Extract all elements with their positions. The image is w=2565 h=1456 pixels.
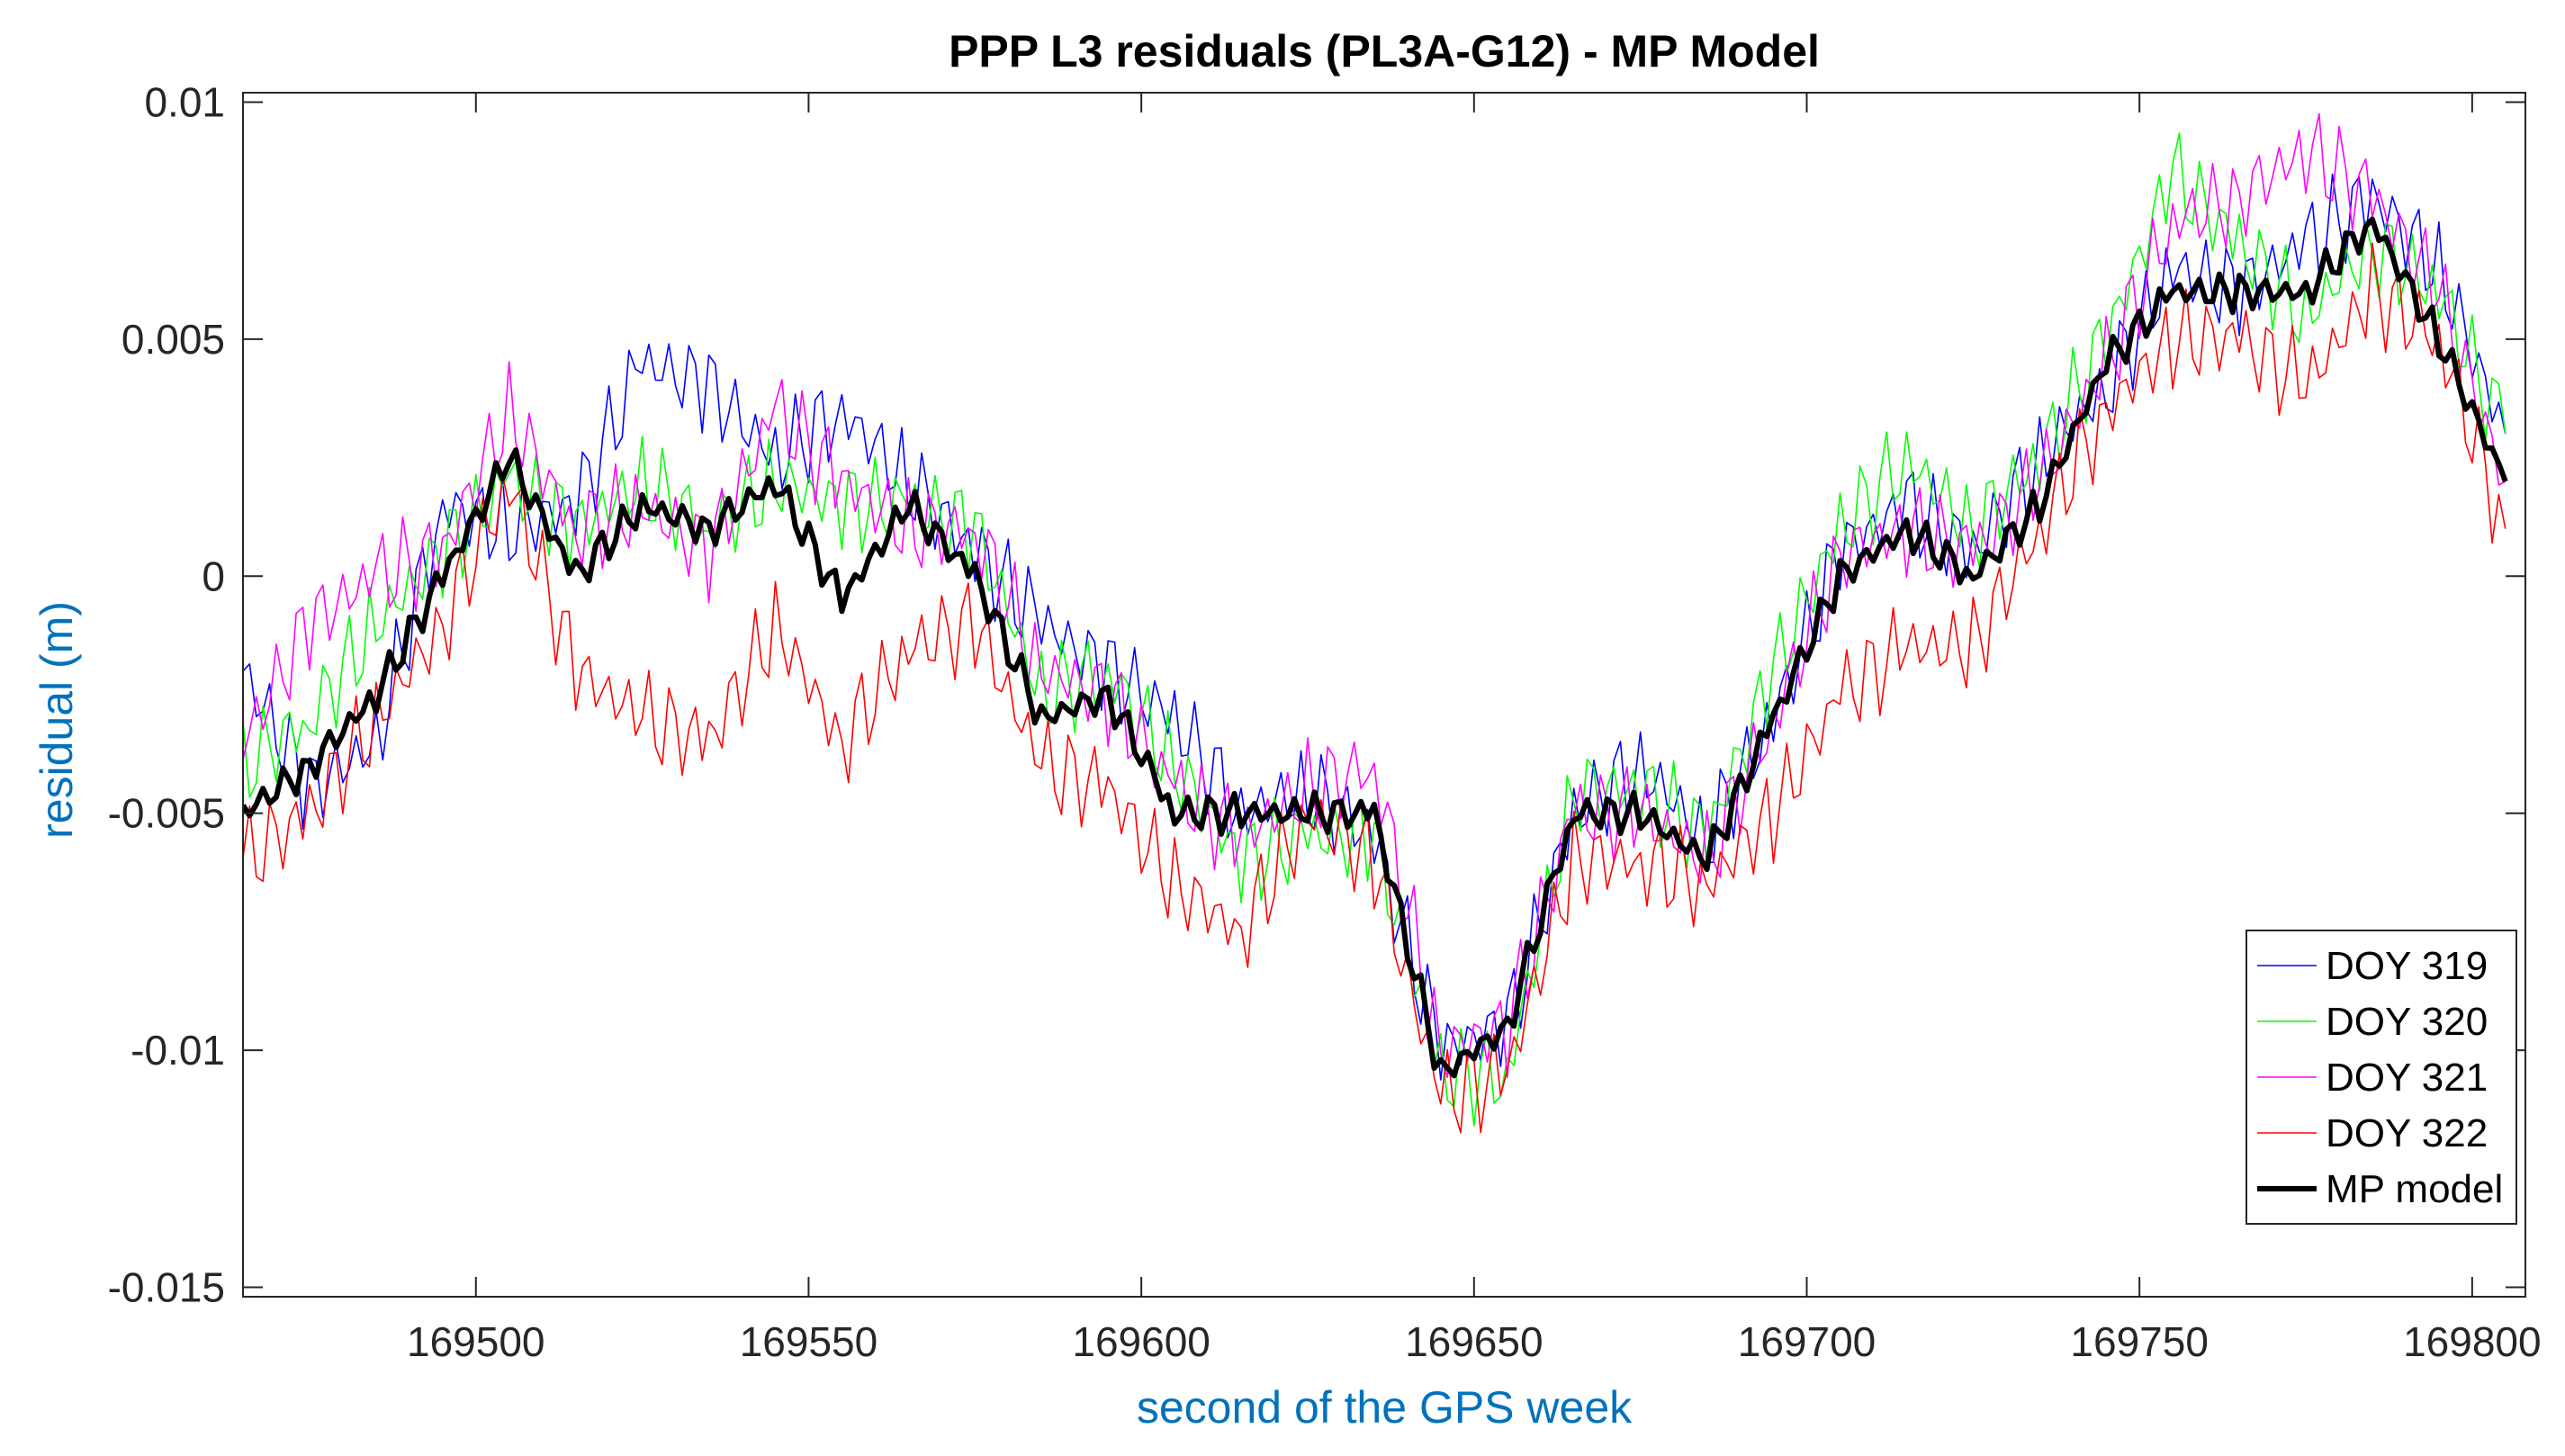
series-line-doy-320 xyxy=(243,132,2506,1127)
x-axis-label: second of the GPS week xyxy=(1137,1382,1633,1433)
y-tick-label: 0.005 xyxy=(122,316,225,363)
legend-label: DOY 319 xyxy=(2326,944,2488,988)
axes: 169500 169550 169600 169650 169700 169750 1698… xyxy=(108,79,2542,1365)
y-tick-label: 0.01 xyxy=(144,79,225,126)
legend-label: DOY 320 xyxy=(2326,1000,2488,1044)
legend-label: DOY 321 xyxy=(2326,1056,2488,1100)
series-line-doy-322 xyxy=(243,242,2506,1134)
y-axis-label: residual (m) xyxy=(32,601,82,839)
series-layer xyxy=(243,112,2508,1134)
legend: DOY 319 DOY 320 DOY 321 DOY 322 MP model xyxy=(2246,930,2517,1225)
legend-label: MP model xyxy=(2326,1167,2503,1211)
x-tick-label: 169500 xyxy=(407,1318,545,1365)
x-tick-label: 169800 xyxy=(2403,1318,2542,1365)
series-line-mp-model xyxy=(243,216,2508,1079)
x-tick-label: 169700 xyxy=(1738,1318,1876,1365)
y-tick-label: -0.015 xyxy=(108,1263,225,1310)
plot-frame xyxy=(242,92,2526,1298)
x-tick-label: 169600 xyxy=(1072,1318,1210,1365)
x-tick-label: 169650 xyxy=(1405,1318,1544,1365)
x-tick-label: 169550 xyxy=(740,1318,878,1365)
y-tick-label: -0.005 xyxy=(108,790,225,837)
x-tick-label: 169750 xyxy=(2070,1318,2209,1365)
legend-label: DOY 322 xyxy=(2326,1111,2488,1155)
y-tick-label: -0.01 xyxy=(130,1027,225,1074)
y-tick-label: 0 xyxy=(202,553,225,599)
chart-title: PPP L3 residuals (PL3A-G12) - MP Model xyxy=(949,26,1820,76)
